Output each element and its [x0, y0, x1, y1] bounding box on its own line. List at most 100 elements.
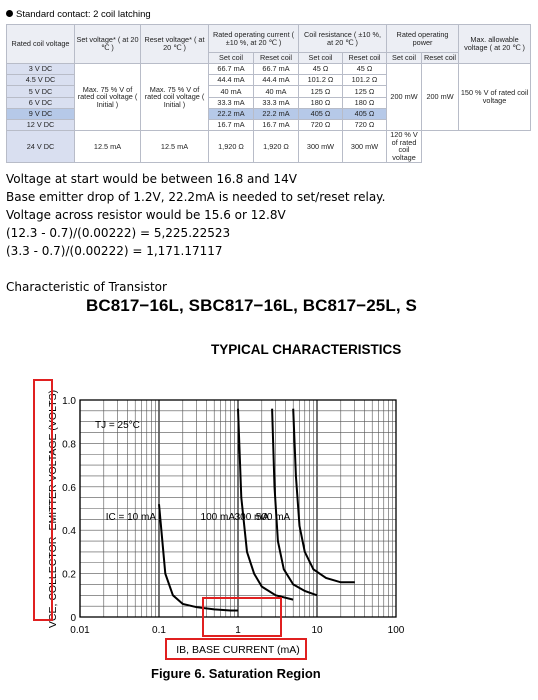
- set-resistance-cell: 720 Ω: [298, 118, 343, 132]
- set-current-cell: 12.5 mA: [74, 130, 141, 163]
- series-label: 300 mA: [235, 512, 270, 523]
- reset-current-cell: 44.4 mA: [253, 74, 299, 87]
- reset-current-cell: 40 mA: [253, 85, 299, 98]
- table-row: 3 V DC Max. 75 % V of rated coil voltage…: [6, 62, 532, 132]
- series-label: IC = 10 mA: [106, 512, 157, 523]
- rated-voltage-cell: 6 V DC: [6, 96, 75, 109]
- y-tick-label: 0.8: [62, 439, 76, 450]
- header-rated-operating-power: Rated operating power: [386, 24, 460, 53]
- note-line: (3.3 - 0.7)/(0.00222) = 1,171.17117: [6, 244, 223, 258]
- relay-coil-table: Rated coil voltage Set voltage* ( at 20 …: [6, 24, 532, 163]
- series-label: 100 mA: [201, 512, 236, 523]
- header-rated-coil-voltage: Rated coil voltage: [6, 24, 75, 64]
- reset-resistance-cell: 45 Ω: [341, 62, 388, 76]
- header-reset-coil: Reset coil: [253, 52, 299, 64]
- reset-power-cell: 300 mW: [341, 130, 388, 163]
- x-tick-label: 0.01: [70, 625, 90, 636]
- set-current-cell: 44.4 mA: [208, 74, 254, 87]
- reset-voltage-spec: Max. 75 % V of rated coil voltage ( Init…: [140, 62, 209, 132]
- x-axis-label: IB, BASE CURRENT (mA): [176, 644, 300, 656]
- table-row-highlighted: 9 V DC 22.2 mA 22.2 mA 405 Ω 405 Ω: [6, 107, 531, 120]
- reset-current-cell: 22.2 mA: [253, 107, 299, 120]
- header-set-voltage: Set voltage* ( at 20 ℃ ): [74, 24, 141, 64]
- y-tick-label: 1.0: [62, 396, 76, 407]
- note-line: Voltage across resistor would be 15.6 or…: [6, 208, 286, 222]
- set-current-cell: 40 mA: [208, 85, 254, 98]
- rated-voltage-cell: 5 V DC: [6, 85, 75, 98]
- header-set-coil: Set coil: [298, 52, 343, 64]
- saturation-chart: 0.01 0.1 1 10 100 0 0.2 0.4 0.6 0.8 1.0 IC = 10 mA…: [33, 379, 405, 660]
- reset-current-cell: 12.5 mA: [140, 130, 209, 163]
- max-voltage-cell: 150 % V of rated coil voltage: [458, 62, 532, 132]
- reset-current-cell: 16.7 mA: [253, 118, 299, 132]
- series-curves: [158, 408, 355, 612]
- temperature-annotation: TJ = 25°C: [95, 420, 140, 431]
- series-curve: [237, 408, 294, 601]
- plot-frame: [79, 399, 397, 618]
- set-resistance-cell: 125 Ω: [298, 85, 343, 98]
- reset-resistance-cell: 180 Ω: [341, 96, 388, 109]
- y-tick-label: 0.4: [62, 526, 76, 537]
- reset-current-cell: 33.3 mA: [253, 96, 299, 109]
- y-tick-label: 0.6: [62, 483, 76, 494]
- rated-voltage-cell: 9 V DC: [6, 107, 75, 120]
- section-title: TYPICAL CHARACTERISTICS: [211, 342, 402, 357]
- axis-ticks: 0.01 0.1 1 10 100 0 0.2 0.4 0.6 0.8 1.0: [62, 396, 405, 636]
- header-reset-coil: Reset coil: [421, 52, 460, 64]
- series-curve: [158, 504, 238, 612]
- header-max-allowable-voltage: Max. allowable voltage ( at 20 ℃ ): [458, 24, 532, 64]
- set-current-cell: 16.7 mA: [208, 118, 254, 132]
- set-resistance-cell: 1,920 Ω: [208, 130, 254, 163]
- set-power-cell: 300 mW: [298, 130, 343, 163]
- header-rated-operating-current: Rated operating current ( ±10 %, at 20 ℃…: [208, 24, 299, 53]
- x-tick-label: 1: [235, 625, 241, 636]
- reset-current-cell: 66.7 mA: [253, 62, 299, 76]
- figure-caption: Figure 6. Saturation Region: [151, 666, 321, 681]
- reset-resistance-cell: 405 Ω: [341, 107, 388, 120]
- table-row: 24 V DC 12.5 mA 12.5 mA 1,920 Ω 1,920 Ω …: [6, 130, 531, 163]
- series-curve: [292, 408, 355, 584]
- set-power-cell: 200 mW: [386, 62, 423, 132]
- table-row: 6 V DC 33.3 mA 33.3 mA 180 Ω 180 Ω: [6, 96, 531, 109]
- set-resistance-cell: 101.2 Ω: [298, 74, 343, 87]
- set-resistance-cell: 180 Ω: [298, 96, 343, 109]
- set-current-cell: 33.3 mA: [208, 96, 254, 109]
- x-tick-label: 100: [388, 625, 405, 636]
- reset-resistance-cell: 720 Ω: [341, 118, 388, 132]
- contact-title: Standard contact: 2 coil latching: [6, 9, 151, 20]
- header-reset-voltage: Reset voltage* ( at 20 ℃ ): [140, 24, 209, 64]
- set-voltage-spec: Max. 75 % V of rated coil voltage ( Init…: [74, 62, 141, 132]
- x-tick-label: 10: [311, 625, 323, 636]
- rated-voltage-cell: 12 V DC: [6, 118, 75, 132]
- bullet-icon: [6, 10, 13, 17]
- set-current-cell: 66.7 mA: [208, 62, 254, 76]
- reset-resistance-cell: 1,920 Ω: [253, 130, 299, 163]
- y-tick-label: 0.2: [62, 570, 76, 581]
- rated-voltage-cell: 4.5 V DC: [6, 74, 75, 87]
- y-tick-label: 0: [70, 613, 76, 624]
- contact-title-text: Standard contact: 2 coil latching: [16, 9, 151, 20]
- table-row: 5 V DC 40 mA 40 mA 125 Ω 125 Ω: [6, 85, 531, 98]
- note-line: Voltage at start would be between 16.8 a…: [6, 172, 297, 186]
- annotation-highlights: [33, 379, 307, 660]
- set-current-cell: 22.2 mA: [208, 107, 254, 120]
- note-line: (12.3 - 0.7)/(0.00222) = 5,225.22523: [6, 226, 231, 240]
- rated-voltage-cell: 3 V DC: [6, 62, 75, 76]
- header-reset-coil: Reset coil: [341, 52, 388, 64]
- part-number-title: BC817−16L, SBC817−16L, BC817−25L, S: [86, 296, 417, 315]
- base-current-range-highlight: [202, 597, 282, 637]
- header-coil-resistance: Coil resistance ( ±10 %, at 20 ℃ ): [297, 24, 388, 53]
- header-set-coil: Set coil: [386, 52, 423, 64]
- reset-resistance-cell: 125 Ω: [341, 85, 388, 98]
- x-axis-label-highlight: [165, 638, 307, 660]
- table-row: 12 V DC 16.7 mA 16.7 mA 720 Ω 720 Ω: [6, 118, 531, 132]
- note-line: Base emitter drop of 1.2V, 22.2mA is nee…: [6, 190, 386, 204]
- reset-resistance-cell: 101.2 Ω: [341, 74, 388, 87]
- set-resistance-cell: 405 Ω: [298, 107, 343, 120]
- note-line: Characteristic of Transistor: [6, 280, 167, 294]
- header-set-coil: Set coil: [208, 52, 254, 64]
- series-curve: [271, 408, 318, 597]
- max-voltage-cell: 120 % V of rated coil voltage: [386, 130, 423, 163]
- x-tick-label: 0.1: [152, 625, 166, 636]
